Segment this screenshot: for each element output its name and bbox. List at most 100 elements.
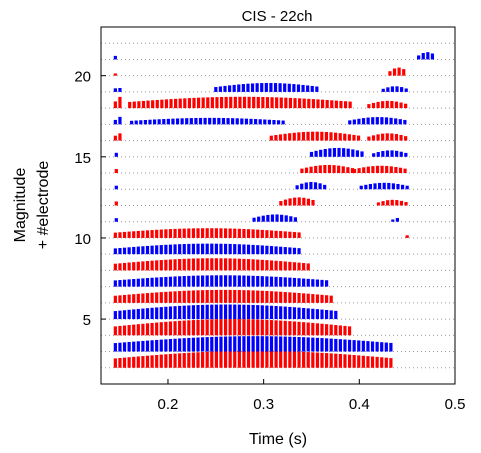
pulse (366, 117, 370, 125)
pulse (238, 96, 242, 109)
pulse (288, 231, 292, 238)
pulse (311, 322, 315, 336)
pulse (284, 215, 288, 222)
pulse (150, 230, 154, 238)
pulse (159, 245, 163, 255)
pulse (196, 352, 200, 368)
pulse (223, 275, 228, 287)
pulse (132, 324, 136, 336)
pulse (256, 319, 260, 336)
pulse (155, 277, 159, 287)
pulse (145, 278, 150, 287)
pulse (141, 100, 146, 109)
channel-10-segment-2 (252, 214, 298, 222)
pulse (118, 358, 122, 368)
pulse (311, 352, 315, 368)
pulse (233, 289, 237, 303)
channel-2-segment-1 (113, 336, 393, 352)
pulse (228, 275, 232, 287)
pulse (233, 244, 237, 255)
pulse (306, 131, 310, 141)
pulse (399, 102, 403, 109)
pulse (376, 134, 380, 141)
pulse (390, 150, 394, 157)
pulse (265, 97, 270, 109)
channel-16-segment-3 (348, 117, 407, 125)
channel-16-segment-2 (130, 117, 285, 125)
pulse (182, 290, 186, 303)
channel-8 (113, 243, 301, 255)
channel-18-segment-2 (214, 82, 319, 92)
pulse (214, 87, 218, 92)
pulse (395, 86, 399, 92)
pulse (246, 290, 251, 303)
pulse (251, 229, 255, 238)
channel-16 (113, 116, 407, 125)
pulse (145, 245, 150, 255)
pulse (274, 306, 278, 320)
pulse (260, 83, 264, 92)
pulse (254, 119, 258, 125)
pulse (196, 228, 200, 238)
pulse (150, 245, 154, 255)
pulse (113, 358, 117, 368)
pulse (173, 276, 177, 287)
pulse (214, 243, 218, 255)
pulse (279, 261, 283, 271)
pulse (164, 321, 168, 336)
pulse (210, 319, 214, 336)
pulse (164, 276, 168, 287)
pulse (256, 350, 260, 368)
pulse (150, 260, 154, 271)
pulse (279, 320, 283, 336)
pulse (145, 308, 150, 320)
pulse (274, 291, 278, 303)
pulse (178, 353, 182, 368)
pulse (201, 304, 205, 320)
pulse (178, 320, 182, 336)
pulse (219, 351, 223, 368)
pulse (297, 351, 301, 368)
pulse (145, 293, 150, 303)
channel-8-segment-1 (113, 243, 301, 255)
pulse (279, 97, 283, 109)
pulse (311, 99, 315, 109)
pulse (196, 97, 201, 109)
pulse (150, 340, 154, 352)
pulse (223, 289, 228, 303)
pulse (346, 167, 350, 174)
pulse (251, 290, 255, 303)
pulse (350, 168, 355, 174)
pulse (394, 118, 398, 125)
pulse (343, 354, 347, 368)
pulse (274, 135, 278, 141)
pulse (269, 350, 274, 368)
baseline-grid (101, 26, 455, 369)
channel-1-segment-1 (113, 350, 393, 368)
pulse (127, 279, 131, 287)
pulse (168, 339, 173, 352)
pulse (403, 168, 407, 174)
pulse (397, 67, 401, 76)
pulse (122, 247, 127, 255)
pulse (219, 319, 223, 336)
pulse (201, 228, 205, 238)
pulse (164, 354, 168, 368)
pulse (306, 85, 310, 92)
pulse (348, 101, 352, 109)
pulse (403, 119, 407, 125)
channel-17-segment-1 (113, 96, 122, 109)
pulse (366, 341, 370, 352)
pulse (242, 228, 246, 238)
pulse (300, 183, 304, 190)
pulse (148, 119, 152, 125)
pulse (226, 118, 230, 125)
pulse (141, 293, 145, 303)
pulse (324, 131, 329, 141)
pulse (114, 185, 118, 190)
pulse (310, 85, 314, 92)
y-axis-label-line2: + #electrode (35, 161, 52, 250)
pulse (219, 96, 224, 109)
pulse (320, 131, 324, 141)
